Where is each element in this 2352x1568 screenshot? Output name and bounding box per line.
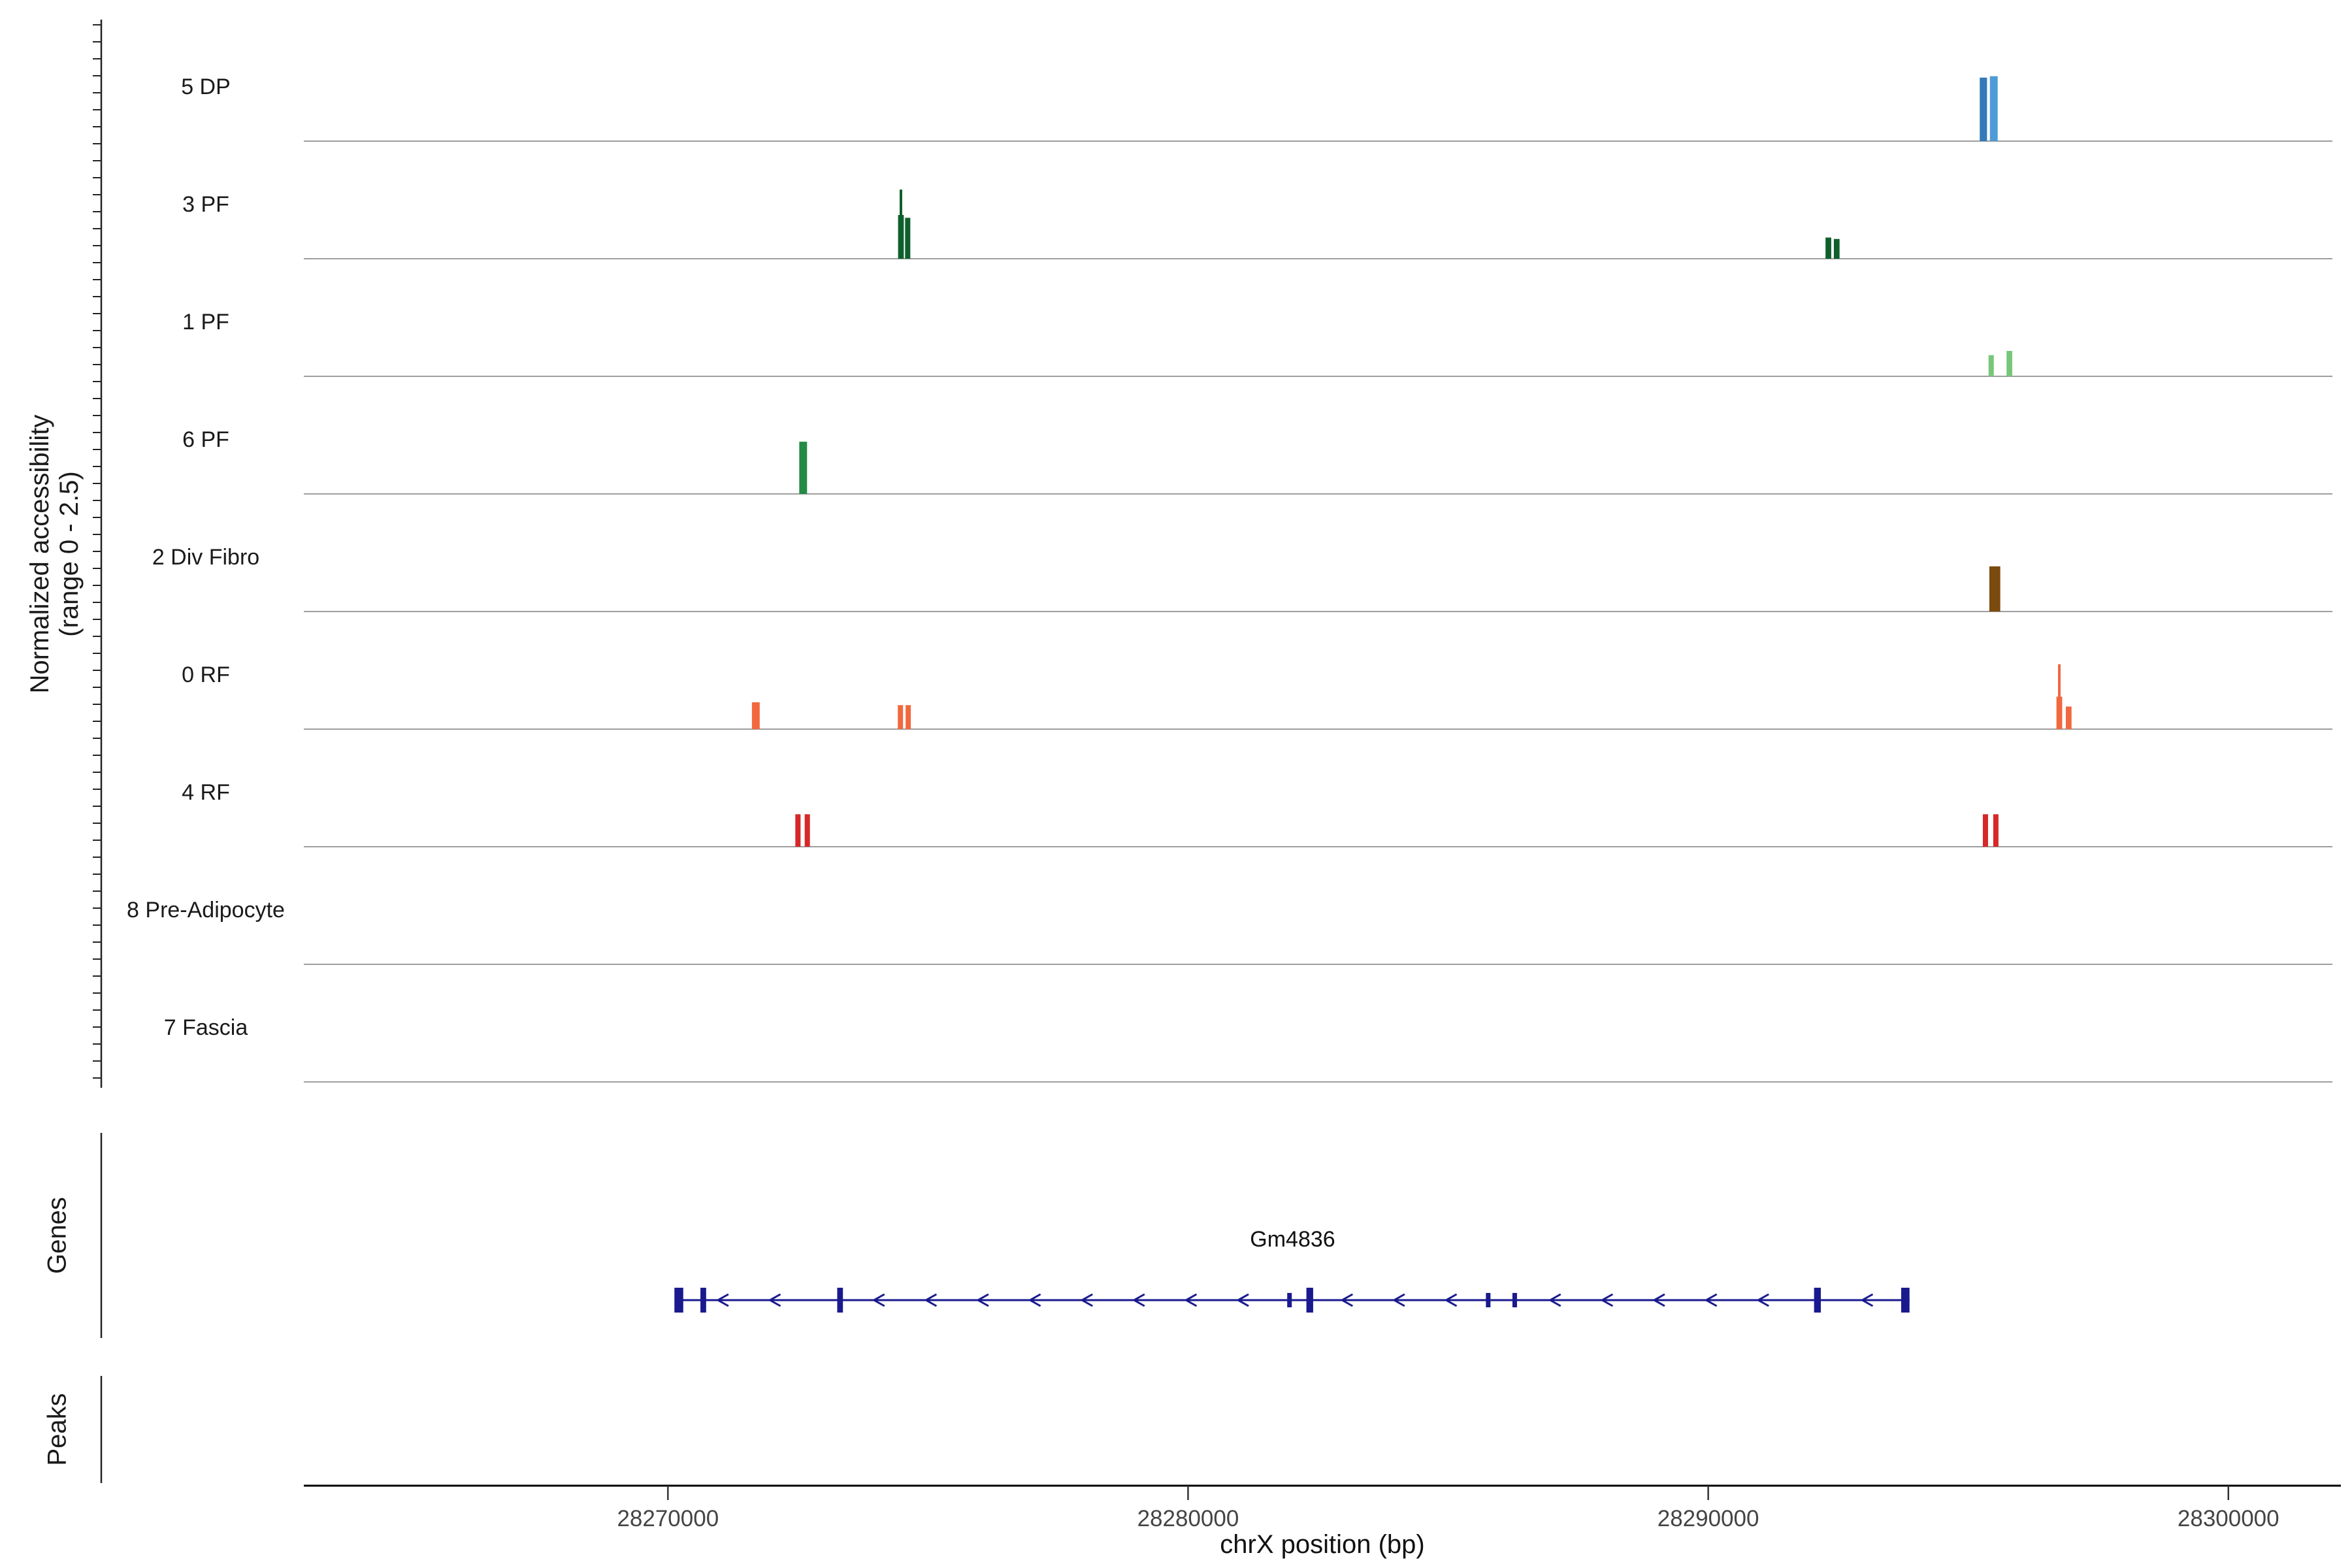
track-label: 6 PF xyxy=(182,427,229,452)
track-label: 4 RF xyxy=(182,780,230,805)
x-tick-label: 28280000 xyxy=(1137,1506,1239,1531)
strand-arrow xyxy=(1392,1293,1405,1307)
strand-arrow xyxy=(1340,1293,1354,1307)
peak-bar xyxy=(2056,696,2063,729)
strand-arrow xyxy=(1184,1293,1198,1307)
strand-arrow xyxy=(1132,1293,1145,1307)
strand-arrow xyxy=(768,1293,781,1307)
peak-bar xyxy=(799,442,808,494)
strand-arrow xyxy=(715,1293,729,1307)
strand-arrow xyxy=(1444,1293,1458,1307)
track-label: 0 RF xyxy=(182,662,230,687)
peak-bar xyxy=(1825,237,1831,259)
strand-arrow xyxy=(1236,1293,1249,1307)
gene-exon xyxy=(837,1288,843,1313)
track-label: 2 Div Fibro xyxy=(152,545,259,570)
strand-arrow xyxy=(1860,1293,1874,1307)
x-axis-title: chrX position (bp) xyxy=(1220,1530,1425,1559)
strand-arrow xyxy=(1080,1293,1093,1307)
gene-exon xyxy=(1287,1293,1292,1307)
peak-bar xyxy=(906,705,911,729)
x-tick-label: 28290000 xyxy=(1658,1506,1759,1531)
gene-exon xyxy=(1486,1293,1491,1307)
strand-arrow xyxy=(1028,1293,1041,1307)
peak-bar xyxy=(2065,706,2072,729)
peak-bar xyxy=(898,705,904,729)
peak-bar xyxy=(1989,76,1998,141)
gene-exon xyxy=(1306,1288,1313,1313)
peak-bar xyxy=(1989,566,2001,612)
gene-exon xyxy=(700,1288,706,1313)
peak-bar xyxy=(1833,238,1840,259)
strand-arrow xyxy=(975,1293,989,1307)
strand-arrow xyxy=(1756,1293,1769,1307)
track-label: 5 DP xyxy=(181,74,231,99)
strand-arrow xyxy=(872,1293,885,1307)
peak-bar xyxy=(1988,355,1994,376)
peak-bar xyxy=(1993,814,1999,847)
track-label: 8 Pre-Adipocyte xyxy=(127,898,285,923)
peak-bar xyxy=(795,814,801,847)
strand-arrow xyxy=(924,1293,938,1307)
peak-bar xyxy=(898,215,904,259)
track-label: 7 Fascia xyxy=(164,1015,248,1040)
gene-exon xyxy=(1901,1288,1910,1313)
gene-name-label: Gm4836 xyxy=(1250,1227,1335,1252)
x-tick-label: 28300000 xyxy=(2178,1506,2279,1531)
peak-bar xyxy=(804,814,810,847)
strand-arrow xyxy=(1600,1293,1614,1307)
gene-exon xyxy=(1512,1293,1517,1307)
strand-arrow xyxy=(1652,1293,1665,1307)
peak-bar xyxy=(1980,77,1987,141)
strand-arrow xyxy=(1548,1293,1561,1307)
gene-exon xyxy=(674,1288,683,1313)
gene-exon xyxy=(1814,1288,1821,1313)
track-label: 3 PF xyxy=(182,192,229,217)
track-label: 1 PF xyxy=(182,310,229,335)
strand-arrow xyxy=(1704,1293,1718,1307)
peak-bar xyxy=(905,218,911,259)
peak-bar xyxy=(1982,814,1988,847)
peak-bar xyxy=(2006,351,2012,376)
peak-bar xyxy=(751,702,760,729)
x-tick-label: 28270000 xyxy=(617,1506,719,1531)
